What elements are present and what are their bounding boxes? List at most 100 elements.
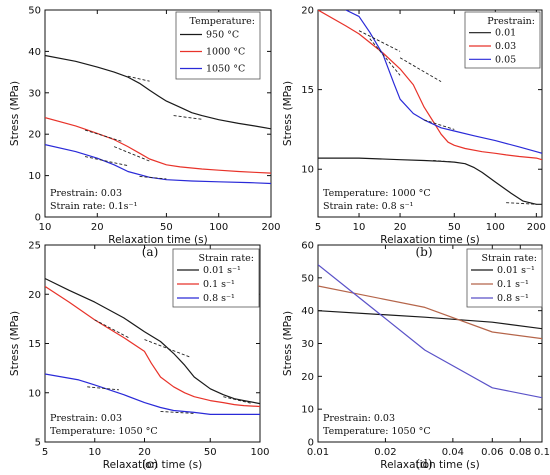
annotation-text: Prestrain: 0.03 (50, 413, 122, 424)
y-axis-label: Stress (MPa) (9, 311, 21, 376)
y-tick-label: 40 (301, 306, 314, 317)
y-tick-label: 15 (28, 339, 41, 350)
tangent-line (113, 146, 150, 162)
panel-label: (d) (415, 457, 432, 471)
x-tick-label: 200 (261, 222, 280, 233)
x-tick-label: 10 (88, 447, 101, 458)
y-tick-label: 50 (28, 6, 41, 17)
series-line-1 (45, 117, 271, 174)
series-line-2 (318, 264, 542, 399)
legend-entry: 0.01 (495, 28, 516, 39)
y-tick-label: 60 (301, 241, 314, 252)
tangent-line (223, 396, 253, 405)
y-tick-label: 30 (301, 339, 314, 350)
panel-label: (a) (142, 245, 159, 259)
x-axis-label: Relaxation time (s) (108, 234, 207, 246)
tangent-line (173, 115, 202, 120)
panel-label: (b) (415, 245, 432, 259)
y-tick-label: 0 (308, 438, 314, 449)
tangent-line (94, 319, 129, 338)
y-tick-label: 10 (28, 388, 41, 399)
panel-b: 10 15 20 5 10 20 50 100 200 Relaxation time (s) St… (282, 6, 546, 260)
x-tick-label: 100 (486, 222, 505, 233)
tangent-line (87, 386, 119, 391)
series-group (318, 10, 542, 205)
x-tick-label: 0.08 (509, 447, 531, 458)
x-tick-label: 50 (160, 222, 173, 233)
x-tick-label: 10 (353, 222, 366, 233)
series-line-0 (45, 277, 260, 405)
legend-box (464, 11, 541, 69)
annotation-text: Temperature: 1000 °C (323, 188, 431, 199)
tangent-line (139, 175, 167, 180)
legend-entry: 0.1 s⁻¹ (497, 279, 529, 290)
x-tick-label: 100 (250, 447, 269, 458)
legend-box (175, 11, 261, 80)
legend: Temperature: 950 °C 1000 °C 1050 °C (175, 11, 261, 80)
legend-title: Strain rate: (198, 253, 254, 264)
legend-entry: 0.8 s⁻¹ (203, 293, 235, 304)
series-line-2 (45, 144, 271, 185)
x-tick-label: 0.06 (481, 447, 503, 458)
legend-box (466, 248, 543, 308)
tangent-line (506, 202, 537, 205)
series-line-0 (318, 310, 542, 330)
plot-frame (317, 9, 543, 218)
legend-entry: 0.05 (495, 54, 516, 65)
x-tick-label: 5 (42, 447, 48, 458)
series-line-1 (318, 285, 542, 340)
series-group (318, 264, 542, 399)
annotation-text: Temperature: 1050 °C (323, 426, 431, 437)
legend-title: Temperature: (190, 16, 255, 27)
legend-entry: 1050 °C (206, 64, 245, 75)
y-tick-label: 10 (301, 405, 314, 416)
annotation-text: Temperature: 1050 °C (50, 426, 158, 437)
y-tick-label: 20 (28, 130, 41, 141)
x-tick-label: 0.01 (307, 447, 329, 458)
tangent-line (144, 339, 191, 358)
x-tick-label: 20 (91, 222, 104, 233)
tangent-line (160, 411, 195, 414)
tangent-line (84, 156, 128, 167)
y-axis-label: Stress (MPa) (9, 81, 21, 146)
series-group (45, 277, 260, 415)
y-tick-label: 25 (28, 241, 41, 252)
tangent-line (423, 119, 455, 130)
panel-label: (c) (142, 457, 158, 471)
legend-entry: 0.03 (495, 41, 516, 52)
legend-title: Strain rate: (481, 253, 537, 264)
legend-entry: 0.01 s⁻¹ (497, 265, 535, 276)
legend-entry: 0.8 s⁻¹ (497, 293, 529, 304)
x-tick-label: 50 (448, 222, 461, 233)
x-axis-label: Relaxation time (s) (103, 459, 202, 471)
tangent-line (358, 30, 401, 52)
x-tick-label: 0.04 (442, 447, 464, 458)
tangent-line (369, 38, 401, 76)
series-line-1 (45, 285, 260, 408)
x-tick-label: 50 (204, 447, 217, 458)
y-tick-label: 50 (301, 273, 314, 284)
x-axis-label: Relaxation time (s) (380, 459, 479, 471)
x-tick-label: 5 (315, 222, 321, 233)
x-tick-label: 10 (39, 222, 52, 233)
annotation-text: Prestrain: 0.03 (50, 188, 122, 199)
y-tick-label: 0 (35, 213, 41, 224)
legend-entry: 1000 °C (206, 47, 245, 58)
legend-entry: 950 °C (206, 30, 239, 41)
tangent-line (127, 75, 150, 82)
panel-c: 5 10 15 20 25 5 10 20 50 100 Relaxation time (s) St… (9, 241, 270, 472)
x-tick-label: 0.02 (374, 447, 396, 458)
legend-entry: 0.01 s⁻¹ (203, 265, 241, 276)
x-tick-label: 100 (209, 222, 228, 233)
series-line-1 (318, 10, 542, 161)
series-line-2 (45, 373, 260, 415)
annotation-text: Strain rate: 0.8 s⁻¹ (323, 201, 414, 212)
y-tick-label: 20 (28, 290, 41, 301)
y-tick-label: 30 (28, 88, 41, 99)
series-group (45, 54, 271, 185)
legend-entry: 0.1 s⁻¹ (203, 279, 235, 290)
y-axis-label: Stress (MPa) (282, 81, 294, 146)
x-tick-label: 0.1 (534, 447, 550, 458)
y-tick-label: 15 (301, 85, 314, 96)
